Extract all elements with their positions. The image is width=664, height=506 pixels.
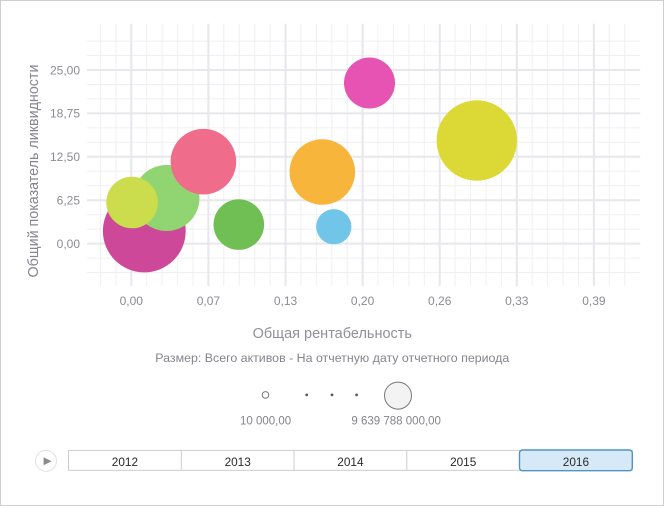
- svg-text:0,39: 0,39: [582, 294, 606, 308]
- svg-text:0,00: 0,00: [57, 237, 81, 251]
- svg-text:0,26: 0,26: [428, 294, 452, 308]
- svg-text:2014: 2014: [337, 455, 364, 469]
- svg-text:2016: 2016: [563, 455, 590, 469]
- svg-text:2012: 2012: [112, 455, 138, 469]
- svg-text:0,20: 0,20: [351, 294, 375, 308]
- svg-text:10 000,00: 10 000,00: [240, 416, 291, 428]
- svg-text:0,33: 0,33: [505, 294, 529, 308]
- svg-text:25,00: 25,00: [50, 63, 80, 77]
- svg-text:9 639 788 000,00: 9 639 788 000,00: [351, 416, 441, 428]
- svg-text:2013: 2013: [225, 455, 252, 469]
- svg-text:2015: 2015: [450, 455, 477, 469]
- svg-text:Размер: Всего активов - На отч: Размер: Всего активов - На отчетную дату…: [155, 351, 509, 365]
- svg-text:12,50: 12,50: [50, 150, 80, 164]
- svg-text:0,07: 0,07: [197, 294, 221, 308]
- svg-text:0,00: 0,00: [120, 294, 144, 308]
- svg-text:18,75: 18,75: [50, 107, 80, 121]
- svg-text:0,13: 0,13: [274, 294, 298, 308]
- svg-text:6,25: 6,25: [57, 194, 81, 208]
- svg-text:Общий показатель ликвидности: Общий показатель ликвидности: [26, 65, 42, 278]
- svg-text:Общая рентабельность: Общая рентабельность: [253, 326, 412, 342]
